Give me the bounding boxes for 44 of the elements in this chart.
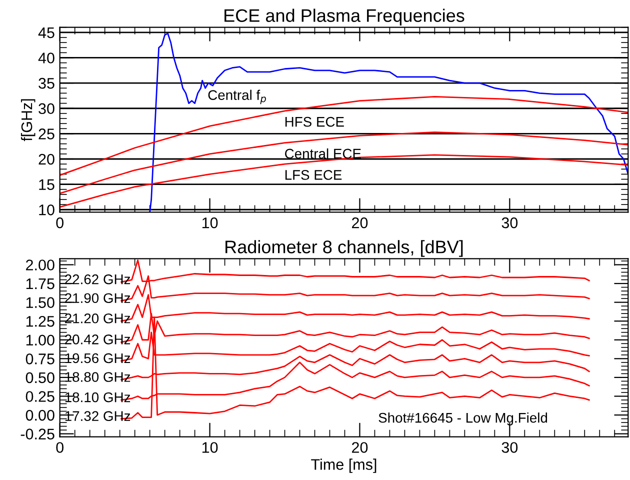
y-tick-label: 0.00 xyxy=(26,410,54,421)
series-label: 19.56 GHz xyxy=(65,353,130,364)
x-tick-label: 0 xyxy=(56,217,64,228)
y-tick-label: -0.25 xyxy=(20,428,54,440)
x-tick-label: 20 xyxy=(352,217,368,228)
y-tick-label: 45 xyxy=(38,27,54,38)
annotation: HFS ECE xyxy=(285,116,344,127)
series-label: 20.42 GHz xyxy=(65,334,130,344)
y-tick-label: 20 xyxy=(38,154,54,165)
series-label: 18.80 GHz xyxy=(65,372,130,382)
annotation: LFS ECE xyxy=(285,170,342,180)
y-tick-label: 35 xyxy=(38,78,54,89)
x-tick-label: 10 xyxy=(202,442,218,453)
y-tick-label: 1.25 xyxy=(26,316,54,327)
annotation: Central f$_{p}$ xyxy=(208,90,266,104)
x-tick-label: 20 xyxy=(352,442,368,453)
y-tick-label: 1.00 xyxy=(26,334,54,346)
y-tick-label: 30 xyxy=(38,103,54,114)
annotation: Shot#16645 - Low Mg.Field xyxy=(378,412,548,426)
line-series xyxy=(60,131,628,194)
y-tick-label: 15 xyxy=(39,179,54,190)
x-tick-label: 10 xyxy=(202,217,218,228)
line-series xyxy=(149,32,628,212)
y-tick-label: 40 xyxy=(38,52,54,64)
x-tick-label: 30 xyxy=(502,217,518,228)
x-axis-title: Time [ms] xyxy=(311,458,376,473)
y-tick-label: 0.25 xyxy=(26,391,54,402)
y-axis-title: f[GHz] xyxy=(20,99,36,142)
chart-title: ECE and Plasma Frequencies xyxy=(224,8,464,26)
chart-title: Radiometer 8 channels, [dBV] xyxy=(226,240,463,257)
series-label: 18.10 GHz xyxy=(65,392,130,402)
y-tick-label: 2.00 xyxy=(26,260,54,270)
y-tick-label: 0.50 xyxy=(26,372,54,384)
y-tick-label: 10 xyxy=(39,204,54,216)
y-tick-label: 1.75 xyxy=(26,278,54,290)
series-label: 17.32 GHz xyxy=(65,411,130,421)
y-tick-label: 25 xyxy=(38,128,54,140)
annotation: Central ECE xyxy=(285,148,361,159)
series-label: 21.20 GHz xyxy=(65,313,130,324)
series-label: 21.90 GHz xyxy=(65,293,130,304)
x-tick-label: 0 xyxy=(56,442,64,453)
x-tick-label: 30 xyxy=(502,442,518,453)
y-tick-label: 1.50 xyxy=(26,297,54,308)
y-tick-label: 0.75 xyxy=(26,354,54,364)
